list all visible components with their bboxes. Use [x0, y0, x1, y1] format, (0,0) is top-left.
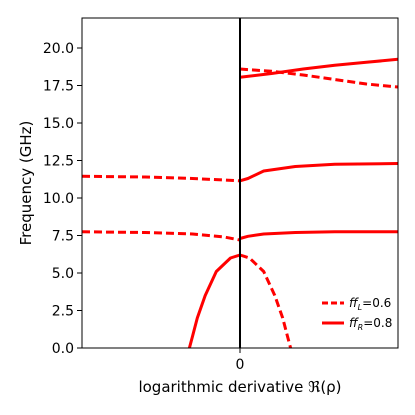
- y-tick-label: 7.5: [52, 229, 74, 245]
- legend: ffL=0.6 ffR=0.8: [322, 296, 392, 332]
- legend-label-0: ffL=0.6: [349, 296, 391, 312]
- series-0-branch-1-line: [81, 174, 241, 183]
- series-1-branch-3-line: [187, 253, 241, 349]
- y-axis-label: Frequency (GHz): [17, 121, 35, 246]
- series-1-branch-0-line: [239, 230, 398, 240]
- y-tick-label: 2.5: [52, 304, 74, 320]
- y-tick-label: 15.0: [43, 116, 74, 132]
- x-tick-label: 0: [236, 357, 245, 373]
- x-axis: 0: [236, 348, 245, 373]
- y-tick-label: 12.5: [43, 154, 74, 170]
- series-1-branch-1-line: [239, 162, 399, 183]
- series-0-branch-3-line: [239, 253, 293, 349]
- y-tick-label: 20.0: [43, 41, 74, 57]
- x-axis-label: logarithmic derivative ℜ(ρ): [138, 378, 341, 396]
- y-axis: 0.0 2.5 5.0 7.5 10.0 12.5 15.0 17.5 20.0: [43, 41, 82, 357]
- legend-label-1: ffR=0.8: [349, 316, 392, 332]
- plot-area: [81, 18, 399, 349]
- y-tick-label: 10.0: [43, 191, 74, 207]
- y-tick-label: 17.5: [43, 79, 74, 95]
- series-0-branch-0-line: [81, 230, 241, 242]
- series-0-branch-2-line: [239, 67, 399, 89]
- y-tick-label: 0.0: [52, 341, 74, 357]
- series-1-branch-2-line: [239, 57, 399, 79]
- y-tick-label: 5.0: [52, 266, 74, 282]
